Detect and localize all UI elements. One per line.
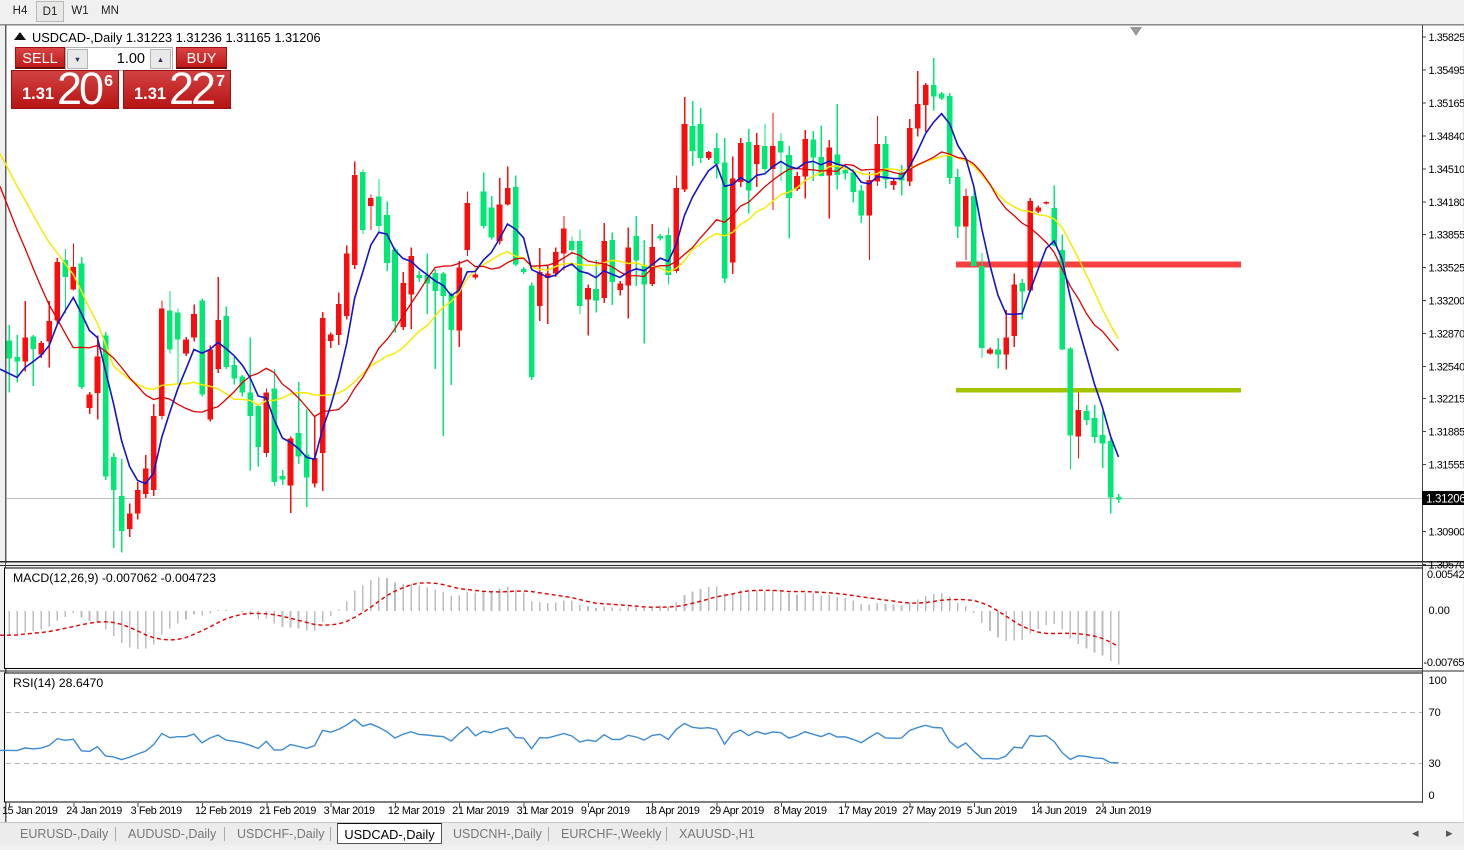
svg-text:1.35825: 1.35825	[1429, 32, 1464, 44]
svg-text:1.34180: 1.34180	[1429, 197, 1464, 209]
svg-text:MACD(12,26,9) -0.007062 -0.004: MACD(12,26,9) -0.007062 -0.004723	[13, 571, 216, 585]
svg-text:9 Apr 2019: 9 Apr 2019	[581, 805, 630, 817]
svg-text:1.32540: 1.32540	[1429, 362, 1464, 374]
svg-text:1.31555: 1.31555	[1429, 460, 1464, 472]
svg-text:-0.007656: -0.007656	[1424, 657, 1464, 669]
svg-text:1.31885: 1.31885	[1429, 427, 1464, 439]
svg-text:100: 100	[1429, 675, 1447, 687]
svg-text:1.33200: 1.33200	[1429, 296, 1464, 308]
svg-text:21 Feb 2019: 21 Feb 2019	[259, 805, 316, 817]
svg-text:1.32870: 1.32870	[1429, 329, 1464, 341]
svg-text:21 Mar 2019: 21 Mar 2019	[452, 805, 509, 817]
svg-text:1.31206: 1.31206	[1426, 494, 1464, 506]
svg-text:24 Jan 2019: 24 Jan 2019	[66, 805, 122, 817]
svg-text:24 Jun 2019: 24 Jun 2019	[1095, 805, 1151, 817]
svg-text:14 Jun 2019: 14 Jun 2019	[1031, 805, 1087, 817]
svg-text:USDCAD-,Daily 1.31223 1.31236: USDCAD-,Daily 1.31223 1.31236 1.31165 1.…	[32, 30, 321, 45]
svg-text:30: 30	[1429, 758, 1441, 770]
svg-text:29 Apr 2019: 29 Apr 2019	[710, 805, 765, 817]
svg-text:0.00: 0.00	[1429, 605, 1450, 617]
svg-text:1.32215: 1.32215	[1429, 394, 1464, 406]
svg-text:8 May 2019: 8 May 2019	[774, 805, 827, 817]
svg-text:70: 70	[1429, 707, 1441, 719]
svg-text:17 May 2019: 17 May 2019	[838, 805, 897, 817]
svg-text:0: 0	[1429, 790, 1435, 802]
svg-text:12 Feb 2019: 12 Feb 2019	[195, 805, 252, 817]
svg-text:18 Apr 2019: 18 Apr 2019	[645, 805, 700, 817]
svg-text:1.34840: 1.34840	[1429, 131, 1464, 143]
svg-text:1.30900: 1.30900	[1429, 527, 1464, 539]
svg-text:1.33855: 1.33855	[1429, 230, 1464, 242]
svg-text:5 Jun 2019: 5 Jun 2019	[967, 805, 1017, 817]
svg-text:3 Mar 2019: 3 Mar 2019	[324, 805, 375, 817]
svg-text:1.33525: 1.33525	[1429, 263, 1464, 275]
svg-text:1.34510: 1.34510	[1429, 164, 1464, 176]
svg-text:RSI(14) 28.6470: RSI(14) 28.6470	[13, 676, 103, 690]
svg-text:3 Feb 2019: 3 Feb 2019	[131, 805, 182, 817]
svg-text:15 Jan 2019: 15 Jan 2019	[2, 805, 58, 817]
svg-text:12 Mar 2019: 12 Mar 2019	[388, 805, 445, 817]
svg-text:27 May 2019: 27 May 2019	[903, 805, 962, 817]
svg-text:0.005421: 0.005421	[1427, 569, 1464, 581]
svg-text:1.35165: 1.35165	[1429, 98, 1464, 110]
svg-text:1.35495: 1.35495	[1429, 65, 1464, 77]
svg-text:31 Mar 2019: 31 Mar 2019	[517, 805, 574, 817]
